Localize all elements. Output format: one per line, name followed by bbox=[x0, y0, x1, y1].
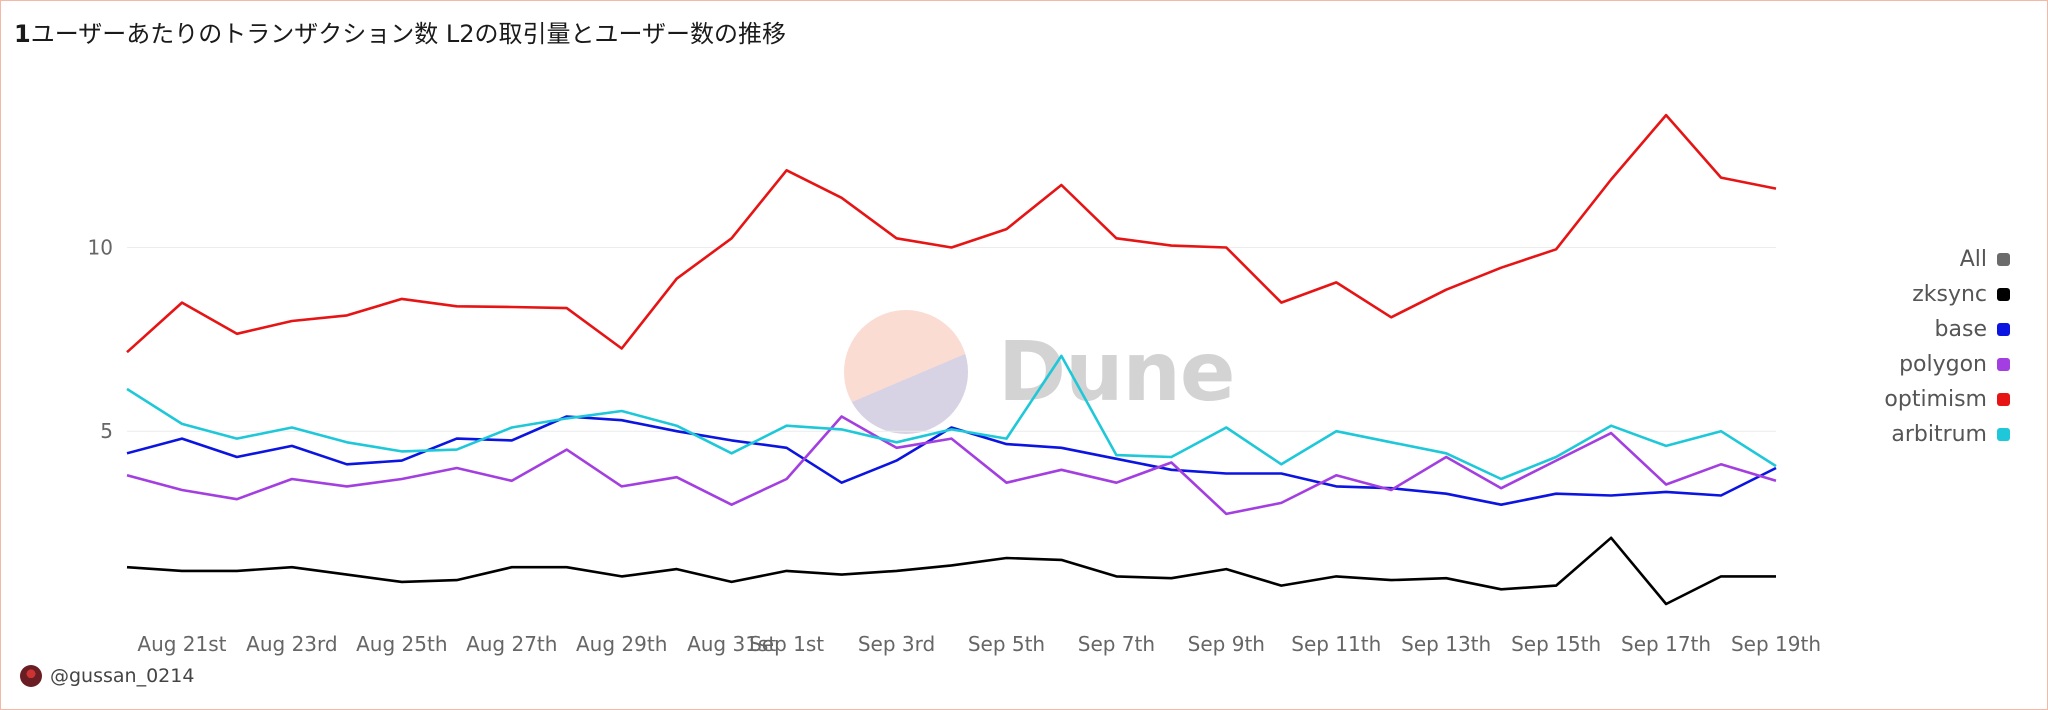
x-tick-label: Sep 11th bbox=[1291, 632, 1381, 656]
x-tick-label: Sep 19th bbox=[1731, 632, 1821, 656]
y-tick-label: 10 bbox=[88, 235, 113, 259]
x-tick-label: Sep 9th bbox=[1188, 632, 1265, 656]
x-tick-label: Sep 7th bbox=[1078, 632, 1155, 656]
chart-title: 1ユーザーあたりのトランザクション数 L2の取引量とユーザー数の推移 bbox=[14, 14, 786, 49]
x-tick-label: Aug 25th bbox=[356, 632, 447, 656]
grid-layer bbox=[127, 246, 1776, 432]
legend-swatch bbox=[1997, 288, 2010, 301]
series-line-arbitrum bbox=[126, 354, 1777, 481]
avatar bbox=[20, 665, 42, 687]
author-badge[interactable]: @gussan_0214 bbox=[20, 665, 194, 687]
chart-legend: All zksync base polygon optimism arbitrum bbox=[1884, 242, 2010, 452]
legend-label: arbitrum bbox=[1891, 422, 1987, 447]
x-tick-label: Sep 5th bbox=[968, 632, 1045, 656]
y-axis-ticks: 5 10 bbox=[88, 235, 113, 443]
x-axis-ticks: Aug 21st Aug 23rd Aug 25th Aug 27th Aug 29th… bbox=[137, 632, 1821, 656]
author-name: @gussan_0214 bbox=[50, 665, 195, 687]
legend-item-base[interactable]: base bbox=[1884, 312, 2010, 347]
dune-logo-icon bbox=[844, 310, 968, 434]
x-tick-label: Aug 29th bbox=[576, 632, 667, 656]
legend-label: base bbox=[1934, 317, 1987, 342]
legend-swatch bbox=[1997, 428, 2010, 441]
dune-watermark-text: Dune bbox=[998, 324, 1235, 420]
x-tick-label: Sep 13th bbox=[1401, 632, 1491, 656]
chart-title-number: 1 bbox=[14, 20, 31, 48]
legend-label: zksync bbox=[1912, 282, 1987, 307]
legend-item-optimism[interactable]: optimism bbox=[1884, 382, 2010, 417]
x-tick-label: Aug 21st bbox=[137, 632, 226, 656]
x-tick-label: Sep 15th bbox=[1511, 632, 1601, 656]
y-tick-label: 5 bbox=[100, 419, 113, 443]
x-tick-label: Sep 1st bbox=[749, 632, 824, 656]
series-line-optimism bbox=[126, 113, 1777, 354]
legend-swatch bbox=[1997, 393, 2010, 406]
series-line-polygon bbox=[126, 415, 1777, 516]
legend-item-polygon[interactable]: polygon bbox=[1884, 347, 2010, 382]
legend-label: optimism bbox=[1884, 387, 1987, 412]
legend-item-zksync[interactable]: zksync bbox=[1884, 277, 2010, 312]
legend-label: polygon bbox=[1899, 352, 1987, 377]
legend-swatch bbox=[1997, 253, 2010, 266]
series-layer bbox=[126, 113, 1777, 606]
chart-title-text: ユーザーあたりのトランザクション数 L2の取引量とユーザー数の推移 bbox=[30, 20, 787, 48]
x-tick-label: Aug 23rd bbox=[246, 632, 337, 656]
x-tick-label: Sep 17th bbox=[1621, 632, 1711, 656]
series-line-base bbox=[126, 415, 1777, 507]
legend-swatch bbox=[1997, 358, 2010, 371]
x-tick-label: Aug 27th bbox=[466, 632, 557, 656]
x-tick-label: Sep 3rd bbox=[858, 632, 935, 656]
legend-label: All bbox=[1959, 247, 1987, 272]
x-tick-label: Aug 31st bbox=[687, 632, 776, 656]
series-line-zksync bbox=[126, 536, 1776, 606]
legend-item-arbitrum[interactable]: arbitrum bbox=[1884, 417, 2010, 452]
dune-watermark: Dune bbox=[844, 310, 1235, 434]
legend-item-All[interactable]: All bbox=[1884, 242, 2010, 277]
legend-swatch bbox=[1997, 323, 2010, 336]
